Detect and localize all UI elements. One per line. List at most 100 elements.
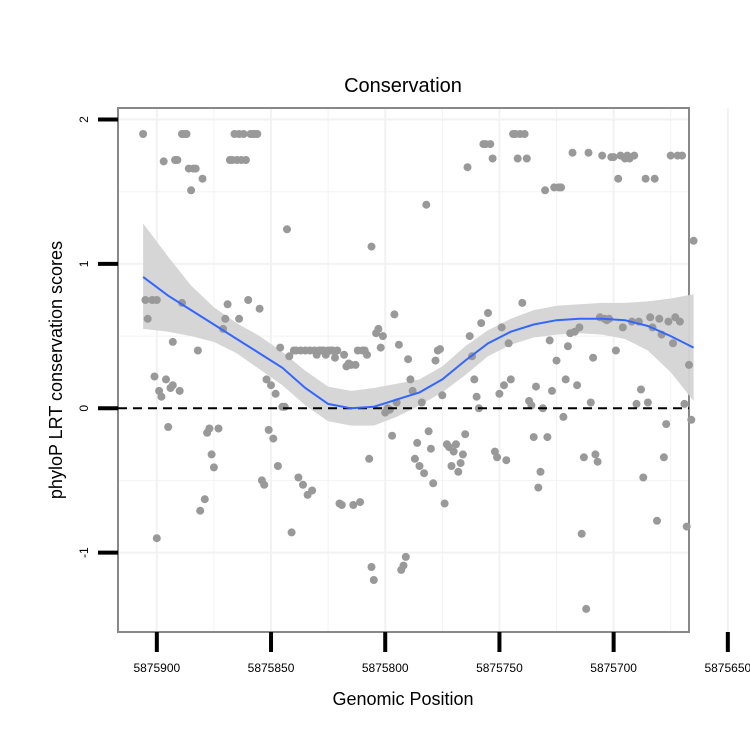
y-tick-label: -1 <box>77 547 91 558</box>
data-point <box>472 392 481 401</box>
data-point <box>367 242 376 251</box>
data-point <box>666 151 675 160</box>
data-point <box>536 467 545 476</box>
data-point <box>579 453 588 462</box>
data-point <box>591 450 600 459</box>
data-point <box>141 296 150 304</box>
data-point <box>659 453 668 462</box>
y-tick-label: 0 <box>77 405 91 412</box>
data-point <box>269 434 278 443</box>
data-point <box>271 389 280 398</box>
data-point <box>589 353 598 362</box>
data-point <box>390 310 399 319</box>
data-point <box>394 340 403 349</box>
data-point <box>500 381 508 390</box>
data-point <box>463 163 472 172</box>
data-point <box>513 154 522 163</box>
data-point <box>650 174 659 183</box>
data-point <box>506 375 515 384</box>
data-point <box>488 154 497 163</box>
data-point <box>356 498 365 507</box>
data-point <box>367 563 376 571</box>
data-point <box>504 339 513 348</box>
data-point <box>532 382 540 391</box>
data-point <box>162 375 170 384</box>
data-point <box>420 469 429 478</box>
data-point <box>143 314 152 323</box>
data-point <box>522 154 531 163</box>
y-tick-label: 1 <box>77 260 91 267</box>
data-point <box>484 309 492 317</box>
x-tick-label: 5875750 <box>476 661 523 675</box>
grid-lines <box>118 108 729 632</box>
data-point <box>182 130 191 138</box>
data-point <box>276 343 285 352</box>
data-point <box>349 501 358 509</box>
data-point <box>363 350 371 359</box>
data-point <box>461 430 470 439</box>
data-point <box>687 415 696 424</box>
data-point <box>563 342 572 351</box>
data-point <box>283 225 291 234</box>
data-point <box>497 323 506 332</box>
data-point <box>369 576 378 584</box>
data-point <box>285 352 294 361</box>
data-point <box>235 314 244 323</box>
data-point <box>157 392 166 401</box>
data-point <box>209 463 218 472</box>
data-point <box>456 459 465 468</box>
x-tick-label: 5875650 <box>704 661 750 675</box>
data-point <box>664 317 673 326</box>
data-point <box>294 473 303 482</box>
data-point <box>196 506 205 515</box>
y-tick-label: 2 <box>77 116 91 123</box>
data-point <box>637 385 645 394</box>
data-point <box>609 153 618 162</box>
data-point <box>415 462 424 470</box>
data-point <box>552 356 561 365</box>
data-point <box>429 479 438 488</box>
data-point <box>582 604 591 613</box>
data-point <box>378 332 387 341</box>
data-point <box>548 386 556 395</box>
data-point <box>422 200 431 209</box>
data-point <box>646 313 655 322</box>
data-point <box>689 236 698 245</box>
data-point <box>593 457 602 466</box>
data-point <box>655 314 664 323</box>
data-point <box>436 345 444 354</box>
data-point <box>262 375 271 384</box>
data-point <box>175 386 184 395</box>
data-point <box>543 433 552 442</box>
data-point <box>376 343 385 352</box>
data-point <box>200 495 209 504</box>
data-point <box>299 480 307 489</box>
data-point <box>264 425 273 434</box>
data-point <box>573 381 582 390</box>
data-point <box>340 350 349 359</box>
data-point <box>586 398 595 407</box>
data-point <box>198 174 207 183</box>
data-point <box>426 444 435 453</box>
data-point <box>207 450 216 459</box>
data-point <box>239 130 248 138</box>
data-point <box>152 296 161 304</box>
data-point <box>139 130 148 138</box>
data-point <box>159 157 168 166</box>
data-point <box>221 314 230 323</box>
data-point <box>333 346 342 355</box>
data-point <box>541 186 550 195</box>
y-axis-label: phyloP LRT conservation scores <box>46 241 66 499</box>
data-point <box>568 148 577 157</box>
data-point <box>374 324 383 333</box>
data-point <box>337 501 346 509</box>
data-point <box>611 346 620 355</box>
data-point <box>495 389 504 398</box>
confidence-band <box>143 223 694 426</box>
data-point <box>193 346 202 355</box>
x-tick-label: 5875900 <box>133 661 180 675</box>
x-tick-label: 5875700 <box>590 661 637 675</box>
data-point <box>385 405 394 414</box>
data-point <box>662 420 671 429</box>
data-point <box>561 375 570 384</box>
